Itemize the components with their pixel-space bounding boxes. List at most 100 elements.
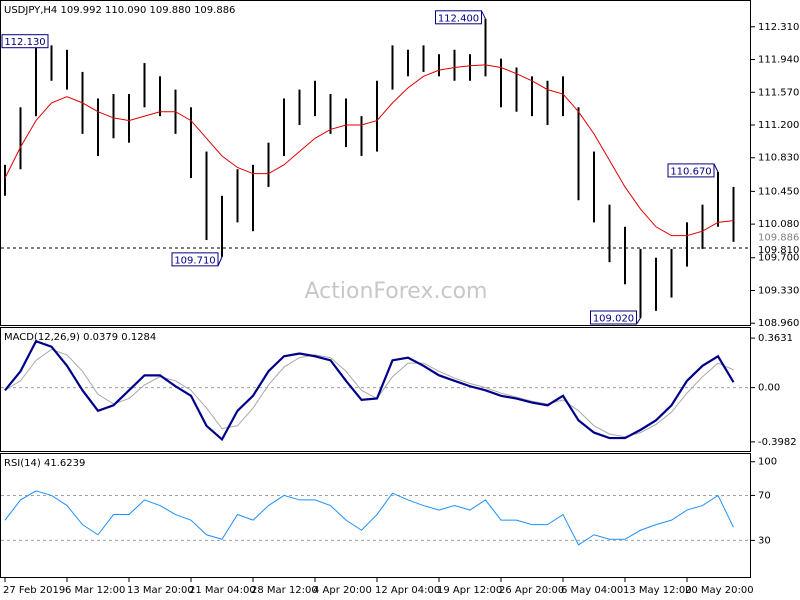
main-panel-frame <box>0 0 751 326</box>
price-bar <box>515 67 518 112</box>
price-bar <box>546 80 549 126</box>
price-bar <box>500 58 502 108</box>
price-bar <box>35 42 37 117</box>
annotation-box <box>590 310 637 325</box>
annotation-box <box>1 34 49 49</box>
price-bar <box>345 98 347 148</box>
price-bar <box>205 151 208 241</box>
price-bar <box>562 76 564 117</box>
price-bar <box>717 171 719 227</box>
y-tick-label: 111.940 <box>758 55 799 66</box>
annotation-leader <box>636 317 641 325</box>
price-bar <box>159 76 161 117</box>
y-tick-label: 109.700 <box>758 253 799 264</box>
price-bar <box>236 169 239 223</box>
price-bar <box>112 94 115 139</box>
moving-average <box>4 64 734 237</box>
y-tick-label: 109.330 <box>758 285 799 296</box>
y-tick-label: -0.3982 <box>758 437 797 448</box>
price-bar <box>298 89 301 126</box>
annotation-label: 109.710 <box>174 255 215 266</box>
price-bar <box>469 54 471 81</box>
x-tick-label: 6 Mar 12:00 <box>65 585 125 596</box>
annotation-label: 110.670 <box>670 166 711 177</box>
price-bar <box>531 76 533 117</box>
price-bar <box>66 49 68 90</box>
price-bar <box>484 18 487 77</box>
y-tick-label: 111.570 <box>758 87 799 98</box>
price-bar <box>97 98 99 156</box>
panel-title: RSI(14) 41.6239 <box>4 458 85 469</box>
rsi-panel-frame <box>0 453 751 578</box>
x-tick-label: 26 Apr 20:00 <box>499 585 564 596</box>
y-tick-label: 0.3631 <box>758 333 793 344</box>
last-price-label: 109.886 <box>758 232 799 243</box>
y-tick-label: 0.00 <box>758 383 780 394</box>
annotation-label: 112.400 <box>438 13 479 24</box>
annotation-leader <box>481 10 486 20</box>
price-bar <box>360 116 363 156</box>
price-bar <box>314 80 316 117</box>
level-label: 109.810 <box>758 245 799 256</box>
y-tick-label: 70 <box>758 490 771 501</box>
indicator-line <box>4 339 735 442</box>
y-tick-label: 111.200 <box>758 120 799 131</box>
x-tick-label: 21 Mar 04:00 <box>189 585 256 596</box>
x-tick-label: 13 Mar 20:00 <box>127 585 194 596</box>
annotation-box <box>435 10 482 25</box>
x-tick-label: 13 May 12:00 <box>623 585 692 596</box>
y-tick-label: 110.450 <box>758 186 799 197</box>
x-tick-label: 12 Apr 04:00 <box>375 585 440 596</box>
price-bar <box>376 80 378 152</box>
price-bar <box>329 94 332 134</box>
price-bar <box>283 98 285 156</box>
price-bar <box>190 107 192 179</box>
annotation-label: 112.130 <box>4 37 45 48</box>
x-tick-label: 27 Feb 2019 <box>3 585 65 596</box>
watermark: ActionForex.com <box>305 279 488 304</box>
price-bar <box>639 248 642 318</box>
annotation-box <box>171 252 219 267</box>
x-tick-label: 6 May 04:00 <box>561 585 623 596</box>
price-bar <box>655 257 657 311</box>
annotation-leader <box>713 163 719 173</box>
y-tick-label: 30 <box>758 535 771 546</box>
x-tick-label: 28 Mar 12:00 <box>251 585 318 596</box>
y-tick-label: 108.960 <box>758 318 799 329</box>
price-bar <box>221 195 223 257</box>
price-bar <box>252 164 254 232</box>
price-bar <box>4 164 6 196</box>
annotation-box <box>667 163 715 178</box>
annotation-label: 109.020 <box>593 314 634 325</box>
price-bar <box>391 45 394 90</box>
price-bar <box>624 226 626 285</box>
price-bar <box>453 49 456 81</box>
macd-panel-frame <box>0 327 751 452</box>
panel-title: MACD(12,26,9) 0.0379 0.1284 <box>4 332 156 343</box>
y-tick-label: 100 <box>758 457 777 468</box>
y-tick-label: 110.830 <box>758 153 799 164</box>
panel-title: USDJPY,H4 109.992 110.090 109.880 109.88… <box>4 5 235 16</box>
price-bar <box>407 49 409 77</box>
x-tick-label: 19 Apr 12:00 <box>437 585 502 596</box>
price-bar <box>143 63 146 108</box>
price-bar <box>438 54 440 77</box>
price-bar <box>422 45 425 72</box>
x-tick-label: 20 May 20:00 <box>685 585 754 596</box>
price-bar <box>50 45 53 81</box>
x-tick-label: 4 Apr 20:00 <box>313 585 372 596</box>
price-bar <box>19 107 22 170</box>
price-bar <box>608 204 611 263</box>
y-tick-label: 112.310 <box>758 22 799 33</box>
indicator-line <box>4 490 734 546</box>
price-bar <box>686 222 688 267</box>
price-bar <box>732 186 735 242</box>
price-bar <box>670 248 673 298</box>
annotation-leader <box>217 256 223 267</box>
price-bar <box>701 204 704 249</box>
price-bar <box>577 107 580 201</box>
indicator-line <box>4 348 734 438</box>
price-bar <box>128 94 130 143</box>
